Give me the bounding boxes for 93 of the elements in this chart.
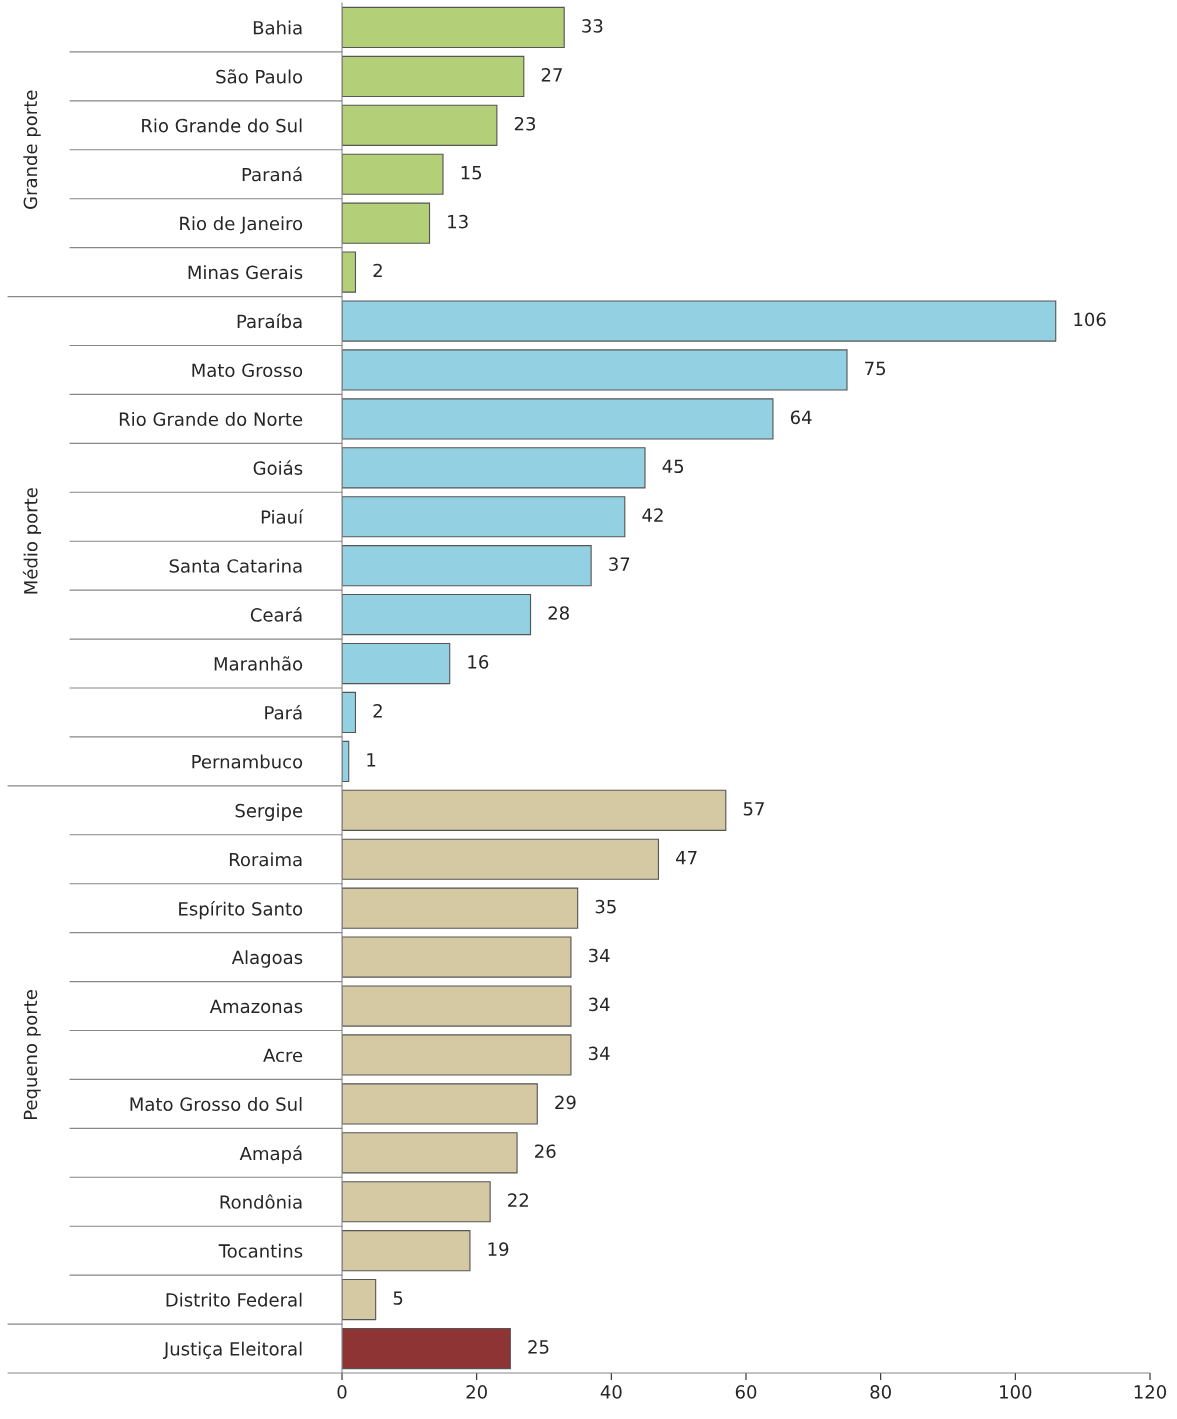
bar [342, 593, 532, 636]
bar [342, 398, 774, 440]
data-label: 75 [865, 361, 886, 376]
x-tick-label: 100 [1000, 1385, 1032, 1399]
y-tick-label: Rio Grande do Norte [119, 412, 303, 427]
bar [342, 300, 1057, 342]
y-tick-label: Rio Grande do Sul [142, 118, 302, 133]
y-tick-label: Acre [263, 1048, 303, 1063]
data-label: 64 [790, 410, 812, 425]
data-label: 22 [508, 1193, 528, 1207]
data-label: 37 [609, 557, 630, 571]
bar [342, 887, 579, 929]
bar [342, 349, 848, 391]
data-label: 34 [588, 997, 610, 1012]
data-label: 57 [743, 802, 764, 816]
data-label: 5 [393, 1291, 403, 1305]
bar [342, 985, 572, 1027]
bar [342, 104, 498, 146]
bar [342, 838, 660, 880]
x-tick-label: 80 [870, 1385, 891, 1399]
y-tick-label: Piauí [261, 509, 304, 524]
x-tick-label: 0 [337, 1385, 347, 1399]
y-tick-label: Distrito Federal [166, 1292, 302, 1307]
data-label: 28 [548, 606, 569, 620]
data-label: 34 [588, 1046, 610, 1061]
bar [342, 1083, 538, 1125]
bar [342, 496, 626, 538]
y-tick-label: Espírito Santo [179, 900, 303, 920]
y-tick-label: Ceará [250, 607, 302, 622]
y-tick-label: Rio de Janeiro [180, 216, 303, 234]
data-label: 34 [588, 948, 610, 963]
y-tick-label: Minas Gerais [188, 265, 303, 280]
data-label: 13 [448, 214, 468, 229]
y-tick-label: Rondônia [220, 1194, 302, 1209]
data-label: 16 [468, 655, 489, 669]
bar [342, 545, 592, 587]
data-label: 35 [595, 899, 616, 914]
data-label: 33 [582, 19, 603, 33]
x-tick-label: 60 [735, 1385, 757, 1399]
bar [342, 936, 572, 978]
data-label: 19 [488, 1242, 509, 1256]
y-tick-label: Roraima [229, 852, 302, 867]
bar [342, 1327, 511, 1370]
bar [342, 789, 727, 831]
bar [342, 251, 357, 293]
y-tick-label: Paraíba [237, 313, 302, 329]
data-label: 15 [461, 166, 482, 180]
y-tick-label: Bahia [253, 20, 302, 35]
data-label: 42 [642, 508, 663, 522]
y-tick-label: Pará [265, 704, 302, 720]
data-label: 106 [1074, 312, 1106, 327]
y-tick-label: Justiça Eleitoral [163, 1341, 302, 1360]
data-label: 2 [373, 704, 382, 718]
bar [342, 1278, 377, 1321]
y-tick-label: Pernambuco [192, 754, 303, 769]
y-tick-label: Tocantins [218, 1243, 303, 1258]
x-tick-label: 40 [600, 1385, 622, 1399]
y-tick-label: São Paulo [216, 69, 303, 84]
y-tick-label: Alagoas [231, 950, 303, 968]
bar [342, 691, 357, 734]
bar [342, 153, 444, 195]
data-label: 27 [541, 67, 562, 82]
x-tick-label: 120 [1134, 1385, 1167, 1399]
text: Médio porte [22, 488, 42, 594]
text: Grande porte [23, 90, 41, 209]
bar [342, 202, 431, 244]
data-label: 47 [676, 851, 697, 865]
data-label: 26 [535, 1144, 556, 1159]
bar [342, 1230, 471, 1272]
bar [342, 642, 451, 685]
y-tick-label: Paraná [242, 166, 302, 182]
bar [342, 55, 525, 98]
bar [342, 1132, 518, 1174]
y-tick-label: Amapá [239, 1145, 302, 1164]
x-tick-label: 20 [466, 1385, 487, 1399]
data-label: 25 [528, 1340, 549, 1354]
y-tick-label: Santa Catarina [169, 558, 302, 573]
data-label: 1 [367, 753, 376, 767]
y-tick-label: Sergipe [235, 803, 303, 821]
text: Pequeno porte [23, 990, 41, 1120]
bar [342, 1034, 572, 1076]
y-tick-label: Maranhão [214, 656, 303, 671]
y-tick-label: Mato Grosso [192, 363, 303, 378]
y-tick-label: Amazonas [209, 999, 303, 1014]
y-tick-label: Goiás [253, 460, 303, 475]
bar [342, 1181, 491, 1223]
bar [342, 6, 565, 49]
bar [342, 447, 646, 489]
data-label: 45 [662, 459, 684, 474]
y-tick-label: Mato Grosso do Sul [130, 1097, 302, 1112]
data-label: 29 [555, 1095, 576, 1110]
data-label: 2 [373, 263, 382, 278]
data-label: 23 [514, 116, 536, 131]
